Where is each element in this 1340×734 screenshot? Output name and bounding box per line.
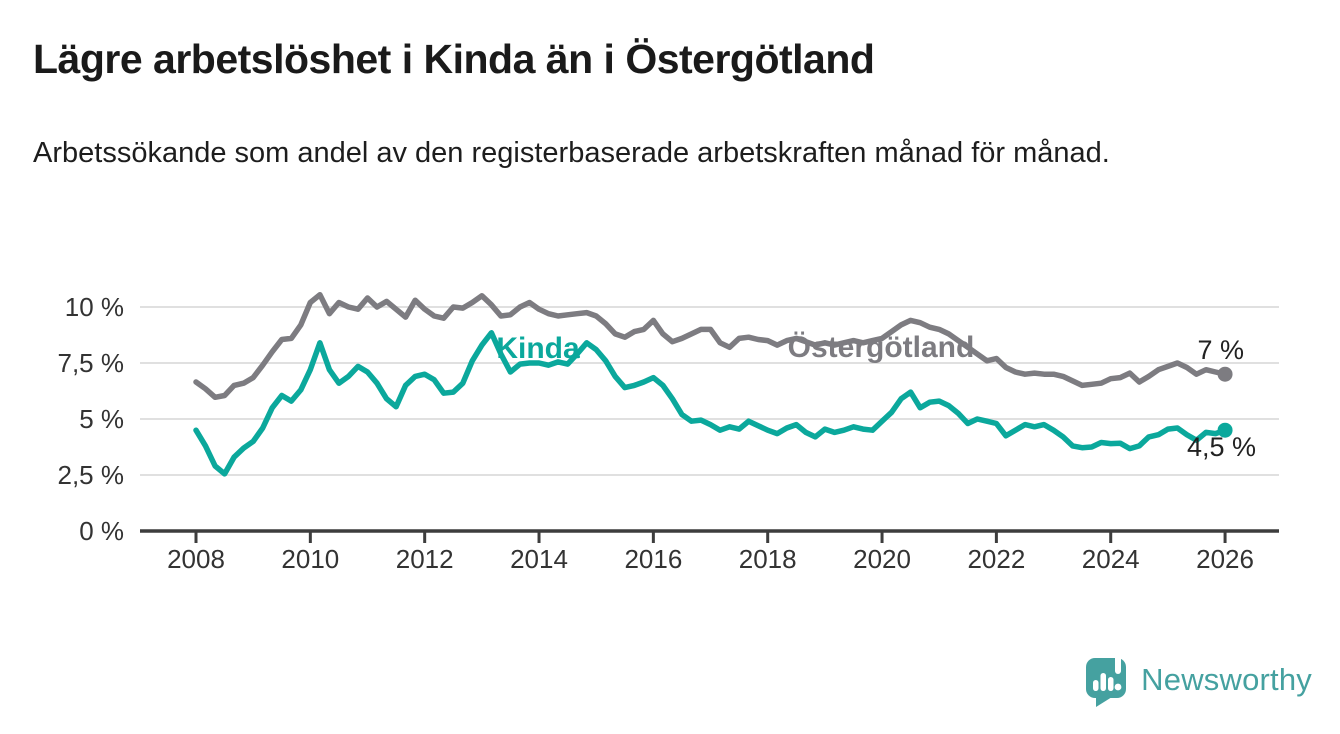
x-tick-label: 2012: [396, 544, 454, 574]
y-tick-label: 5 %: [79, 404, 124, 434]
x-tick-label: 2022: [967, 544, 1025, 574]
brand-name: Newsworthy: [1141, 662, 1312, 697]
x-tick-label: 2016: [624, 544, 682, 574]
chart-annotation: 4,5 %: [1187, 432, 1256, 462]
page-title: Lägre arbetslöshet i Kinda än i Östergöt…: [33, 36, 875, 82]
x-tick-label: 2010: [281, 544, 339, 574]
chart-annotation: Kinda: [496, 332, 580, 365]
series-end-dot-östergötland: [1217, 366, 1233, 382]
y-tick-label: 2,5 %: [58, 460, 125, 490]
x-tick-label: 2014: [510, 544, 568, 574]
x-tick-label: 2008: [167, 544, 225, 574]
bar-chart-speech-bubble-icon: [1086, 653, 1127, 707]
chart-annotation: Östergötland: [788, 331, 975, 364]
series-end-dot-kinda: [1217, 422, 1233, 438]
newsworthy-logo: Newsworthy: [1085, 653, 1312, 707]
y-tick-label: 7,5 %: [58, 348, 125, 378]
x-tick-label: 2018: [739, 544, 797, 574]
page-subtitle: Arbetssökande som andel av den registerb…: [33, 137, 1110, 169]
series-line-östergötland: [193, 291, 1228, 401]
chart-annotation: 7 %: [1197, 335, 1244, 365]
x-tick-label: 2026: [1196, 544, 1254, 574]
y-tick-label: 0 %: [79, 516, 124, 546]
x-tick-label: 2024: [1082, 544, 1140, 574]
x-tick-label: 2020: [853, 544, 911, 574]
series-line-kinda: [193, 330, 1228, 477]
y-tick-label: 10 %: [65, 292, 124, 322]
